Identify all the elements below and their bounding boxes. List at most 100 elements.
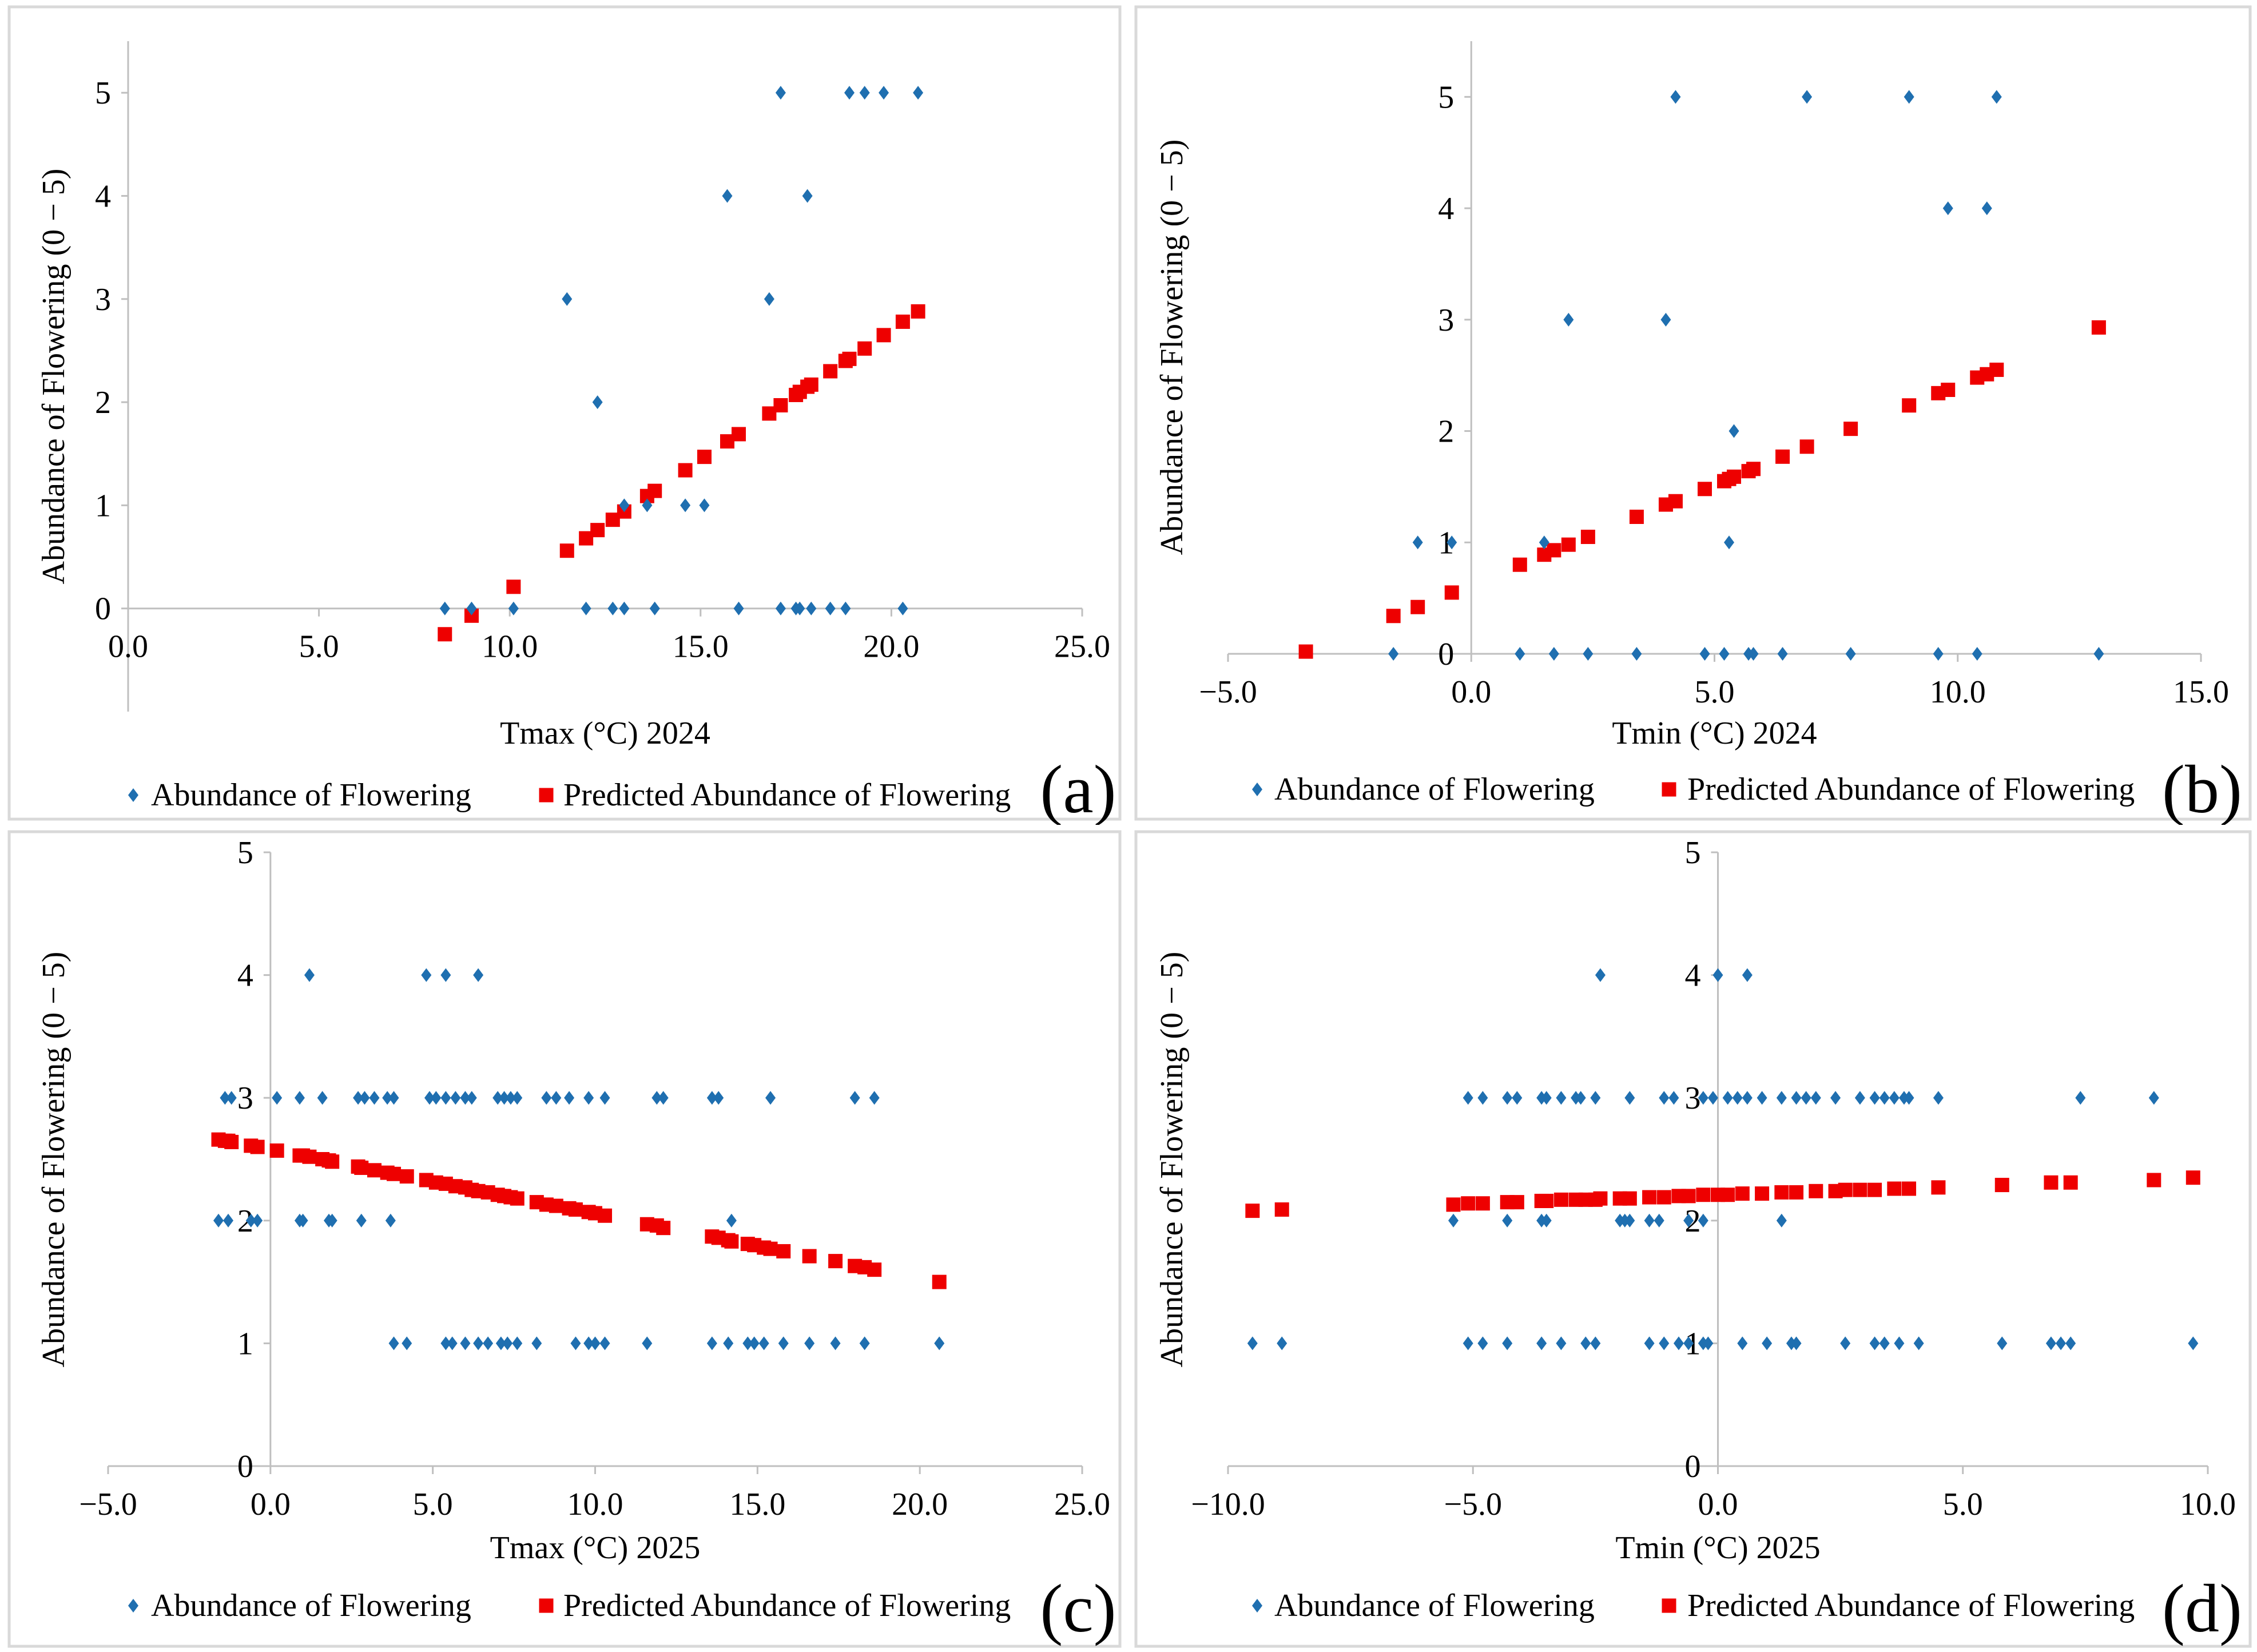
x-tick-label: 5.0 xyxy=(1943,1487,1983,1522)
predicted-point xyxy=(1593,1191,1608,1206)
observed-point xyxy=(599,1091,610,1105)
x-axis-title: Tmax (°C) 2024 xyxy=(500,716,710,751)
predicted-point xyxy=(598,1208,613,1223)
observed-point xyxy=(726,1213,737,1228)
observed-point xyxy=(508,601,519,615)
observed-point xyxy=(1889,1091,1900,1105)
observed-point xyxy=(619,498,630,513)
predicted-point xyxy=(250,1139,265,1154)
predicted-point xyxy=(656,1221,671,1236)
observed-point xyxy=(723,1336,734,1351)
observed-point xyxy=(369,1091,380,1105)
observed-point xyxy=(1539,535,1549,550)
observed-point xyxy=(581,601,591,615)
observed-point xyxy=(1668,1091,1679,1105)
y-tick-label: 4 xyxy=(1685,958,1701,994)
y-axis-title: Abundance of Flowering (0 − 5) xyxy=(1154,952,1190,1368)
observed-point xyxy=(551,1091,562,1105)
observed-point xyxy=(1722,1091,1733,1105)
observed-point xyxy=(1575,1091,1586,1105)
observed-point xyxy=(749,1336,760,1351)
observed-point xyxy=(849,1091,860,1105)
predicted-point xyxy=(1867,1182,1882,1197)
observed-point xyxy=(722,189,733,203)
predicted-point xyxy=(1681,1189,1696,1204)
observed-point xyxy=(1810,1091,1821,1105)
observed-point xyxy=(806,601,817,615)
observed-point xyxy=(1724,535,1735,550)
observed-point xyxy=(913,86,924,100)
observed-point xyxy=(1277,1336,1288,1351)
predicted-point xyxy=(1580,530,1595,545)
observed-point xyxy=(1972,647,1982,661)
predicted-point xyxy=(568,1202,583,1217)
observed-point xyxy=(388,1091,399,1105)
observed-point xyxy=(1791,1336,1802,1351)
x-tick-label: 10.0 xyxy=(482,629,538,665)
observed-point xyxy=(1683,1213,1694,1228)
observed-point xyxy=(1388,647,1399,661)
x-axis-title: Tmax (°C) 2025 xyxy=(490,1530,701,1566)
legend-square-icon xyxy=(539,1598,554,1613)
observed-point xyxy=(402,1336,412,1351)
y-tick-label: 0 xyxy=(95,591,111,627)
legend-square-icon xyxy=(539,788,554,803)
legend-label-observed: Abundance of Flowering xyxy=(1274,1588,1595,1623)
x-tick-label: 5.0 xyxy=(413,1487,453,1522)
panel-border xyxy=(1134,830,2252,1648)
predicted-point xyxy=(857,341,872,356)
observed-point xyxy=(473,1336,484,1351)
observed-point xyxy=(1659,1336,1670,1351)
observed-point xyxy=(642,498,653,513)
observed-point xyxy=(680,498,691,513)
x-tick-label: −10.0 xyxy=(1191,1487,1265,1522)
observed-point xyxy=(1933,1091,1944,1105)
observed-point xyxy=(353,1091,364,1105)
panel-label: (b) xyxy=(2162,751,2242,825)
x-tick-label: 15.0 xyxy=(673,629,729,665)
observed-point xyxy=(1742,1091,1753,1105)
predicted-point xyxy=(895,314,910,329)
observed-point xyxy=(1659,1091,1670,1105)
observed-point xyxy=(440,1091,451,1105)
observed-point xyxy=(385,1213,396,1228)
observed-point xyxy=(424,1091,435,1105)
observed-point xyxy=(531,1336,542,1351)
predicted-point xyxy=(1720,1188,1735,1202)
y-tick-label: 0 xyxy=(1438,637,1454,672)
observed-point xyxy=(562,292,573,306)
predicted-point xyxy=(2091,320,2106,335)
predicted-point xyxy=(1629,509,1644,524)
y-tick-label: 5 xyxy=(1685,835,1701,871)
x-tick-label: 25.0 xyxy=(1054,629,1110,665)
observed-point xyxy=(297,1213,308,1228)
predicted-point xyxy=(1696,1188,1711,1202)
observed-point xyxy=(359,1091,370,1105)
predicted-point xyxy=(1668,494,1683,509)
predicted-point xyxy=(2063,1175,2078,1190)
observed-point xyxy=(1801,1091,1811,1105)
observed-point xyxy=(1776,1091,1787,1105)
predicted-point xyxy=(1994,1178,2009,1193)
y-tick-label: 4 xyxy=(237,958,253,994)
observed-point xyxy=(512,1091,523,1105)
observed-point xyxy=(1732,1091,1743,1105)
observed-point xyxy=(1631,647,1642,661)
observed-point xyxy=(1802,90,1813,104)
predicted-point xyxy=(1809,1184,1823,1198)
predicted-point xyxy=(354,1161,369,1176)
predicted-point xyxy=(1386,609,1401,624)
predicted-point xyxy=(559,543,574,558)
observed-point xyxy=(802,189,813,203)
predicted-point xyxy=(802,1249,817,1264)
observed-point xyxy=(1830,1091,1841,1105)
observed-point xyxy=(1933,647,1944,661)
observed-point xyxy=(1757,1091,1767,1105)
observed-point xyxy=(1879,1336,1890,1351)
y-tick-label: 1 xyxy=(237,1326,253,1361)
observed-point xyxy=(382,1091,393,1105)
observed-point xyxy=(252,1213,263,1228)
y-axis-title: Abundance of Flowering (0 − 5) xyxy=(36,952,71,1368)
x-tick-label: −5.0 xyxy=(1199,674,1257,710)
observed-point xyxy=(1583,647,1594,661)
